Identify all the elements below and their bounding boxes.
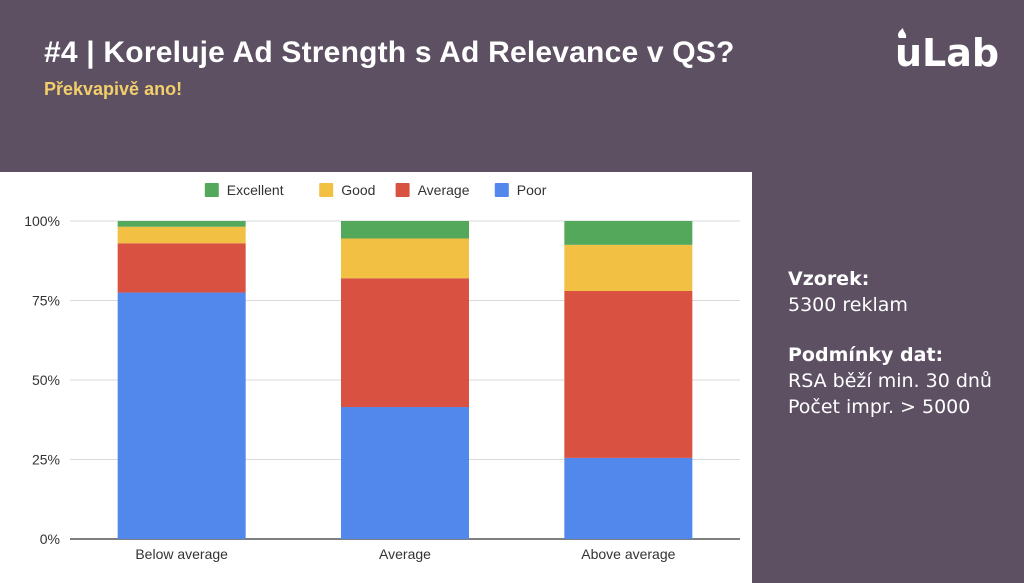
chart-x-axis: Below average Average Above average: [135, 546, 675, 562]
logo-mark: [898, 28, 907, 38]
legend-item-good: Good: [319, 182, 375, 198]
x-category-label: Average: [379, 546, 431, 562]
slide-title: #4 | Koreluje Ad Strength s Ad Relevance…: [44, 36, 735, 69]
legend-item-poor: Poor: [494, 182, 547, 198]
bar-above-average-poor: [564, 457, 693, 539]
y-tick-label: 0%: [40, 531, 60, 547]
y-tick-label: 25%: [32, 452, 60, 468]
chart-bars: [117, 221, 693, 539]
chart-legend: Excellent Good Average Poor: [204, 182, 547, 198]
bar-below-average-average: [117, 243, 246, 293]
condition-2: Počet impr. > 5000: [788, 396, 971, 418]
y-tick-label: 50%: [32, 372, 60, 388]
legend-swatch: [494, 183, 509, 197]
x-category-label: Above average: [581, 546, 675, 562]
bar-below-average-good: [117, 226, 246, 244]
legend-swatch: [204, 183, 219, 197]
slide-subtitle: Překvapivě ano!: [44, 79, 183, 99]
bar-below-average-excellent: [117, 221, 246, 227]
bar-average-poor: [341, 407, 469, 539]
bar-average-good: [341, 238, 469, 279]
bar-above-average-excellent: [564, 221, 693, 245]
legend-label: Excellent: [227, 182, 284, 198]
legend-item-average: Average: [395, 182, 470, 198]
x-category-label: Below average: [135, 546, 228, 562]
legend-label: Average: [418, 182, 470, 198]
chart-y-axis: 0% 25% 50% 75% 100%: [24, 213, 60, 547]
bar-above-average-good: [564, 244, 693, 291]
bar-average-excellent: [341, 221, 469, 239]
legend-label: Poor: [517, 182, 547, 198]
conditions-heading: Podmínky dat:: [788, 344, 944, 366]
y-tick-label: 75%: [32, 293, 60, 309]
info-panel: Vzorek: 5300 reklam Podmínky dat: RSA bě…: [788, 266, 1024, 420]
y-tick-label: 100%: [24, 213, 60, 229]
bar-group-above-average: [564, 221, 693, 539]
legend-label: Good: [341, 182, 375, 198]
legend-item-excellent: Excellent: [204, 182, 284, 198]
bar-below-average-poor: [117, 292, 246, 539]
sample-value: 5300 reklam: [788, 294, 908, 316]
legend-swatch: [319, 183, 334, 197]
condition-1: RSA běží min. 30 dnů: [788, 370, 992, 392]
legend-swatch: [395, 183, 410, 197]
bar-average-average: [341, 278, 469, 408]
chart-panel: Excellent Good Average Poor 0% 25% 50% 75% 100%…: [0, 172, 752, 583]
bar-group-average: [341, 221, 469, 539]
stacked-bar-chart: Excellent Good Average Poor 0% 25% 50% 75% 100%…: [24, 182, 740, 562]
bar-group-below-average: [117, 221, 246, 539]
bar-above-average-average: [564, 290, 693, 458]
sample-heading: Vzorek:: [788, 268, 870, 290]
ulab-logo: uLab uLab: [895, 28, 999, 72]
logo-text: uLab: [895, 31, 999, 72]
